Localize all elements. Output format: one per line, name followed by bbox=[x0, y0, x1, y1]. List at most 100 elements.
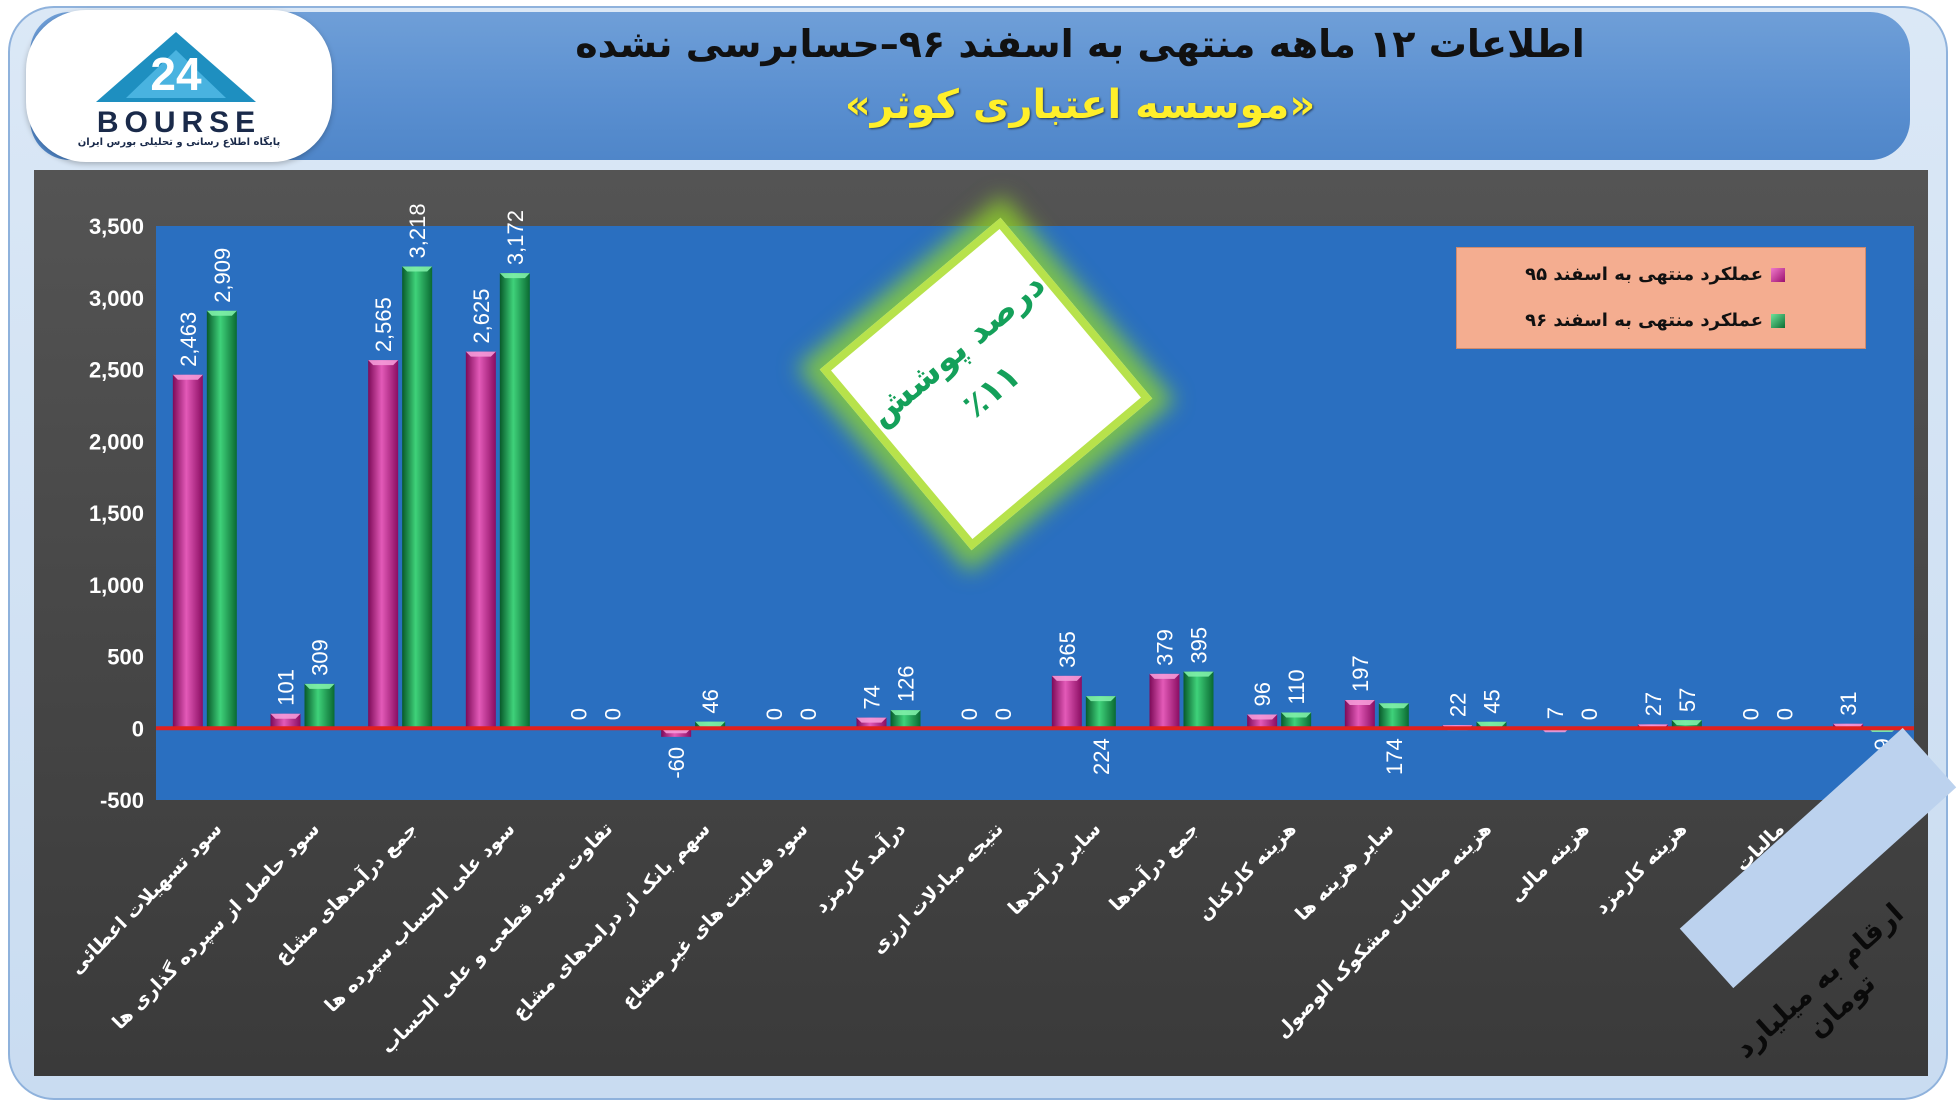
data-label: 46 bbox=[698, 689, 723, 713]
bar-cap bbox=[368, 360, 399, 366]
bar-cap bbox=[1247, 714, 1278, 720]
data-label: 0 bbox=[796, 708, 821, 720]
data-label: 7 bbox=[1543, 707, 1568, 719]
bar-96 bbox=[304, 683, 335, 729]
data-label: 101 bbox=[274, 669, 299, 706]
chart-title: اطلاعات ۱۲ ماهه منتهی به اسفند ۹۶–حسابرس… bbox=[575, 22, 1585, 66]
bar-96 bbox=[1183, 671, 1214, 729]
bar-95 bbox=[1149, 673, 1180, 729]
data-label: -60 bbox=[664, 747, 689, 779]
bar-cap bbox=[1149, 673, 1180, 679]
bar-96 bbox=[206, 310, 237, 729]
data-label: 2,909 bbox=[210, 248, 235, 303]
bar-96 bbox=[1085, 696, 1116, 729]
data-label: 395 bbox=[1187, 627, 1212, 664]
logo-caption: پایگاه اطلاع رسانی و تحلیلی بورس ایران bbox=[77, 137, 281, 148]
data-label: 126 bbox=[894, 665, 919, 702]
header-band bbox=[30, 12, 1910, 160]
y-tick-label: 1,500 bbox=[89, 501, 144, 526]
bourse-logo-icon: 24 BOURSE bbox=[96, 32, 261, 139]
logo-wordmark: BOURSE bbox=[97, 106, 261, 139]
data-label: 0 bbox=[957, 708, 982, 720]
data-label: 2,463 bbox=[176, 312, 201, 367]
y-tick-label: 2,000 bbox=[89, 429, 144, 454]
data-label: 57 bbox=[1675, 688, 1700, 712]
y-tick-label: 1,000 bbox=[89, 573, 144, 598]
bar-cap bbox=[270, 713, 301, 719]
category-label: جمع درآمدها bbox=[1104, 817, 1203, 916]
data-label: 110 bbox=[1284, 669, 1309, 704]
data-label: 0 bbox=[1577, 708, 1602, 720]
bar-cap bbox=[1281, 712, 1312, 718]
bar-95 bbox=[172, 374, 203, 729]
data-label: 0 bbox=[991, 708, 1016, 720]
bar-cap bbox=[890, 710, 921, 716]
bar-cap bbox=[304, 683, 335, 689]
category-label: سایر درآمدها bbox=[1002, 817, 1105, 920]
logo-number: 24 bbox=[150, 48, 202, 100]
bar-cap bbox=[1085, 696, 1116, 702]
category-label: هزینه کارکنان bbox=[1194, 818, 1301, 925]
data-label: 2,625 bbox=[469, 289, 494, 344]
legend: عملکرد منتهی به اسفند ۹۵ عملکرد منتهی به… bbox=[1456, 247, 1866, 349]
data-label: 3,218 bbox=[405, 203, 430, 258]
legend-label-96: عملکرد منتهی به اسفند ۹۶ bbox=[1525, 310, 1763, 331]
bar-cap bbox=[856, 717, 887, 723]
category-label: سایر هزینه ها bbox=[1291, 818, 1398, 925]
bar-cap bbox=[1344, 699, 1375, 705]
bar-96 bbox=[402, 266, 433, 729]
data-label: 0 bbox=[762, 708, 787, 720]
legend-swatch-96 bbox=[1771, 313, 1785, 328]
chart-subtitle: «موسسه اعتباری کوثر» bbox=[844, 82, 1316, 128]
data-label: 96 bbox=[1250, 682, 1275, 706]
category-label: سود علی الحساب سپرده ها bbox=[321, 818, 520, 1017]
data-label: 379 bbox=[1153, 629, 1178, 666]
data-label: 22 bbox=[1446, 693, 1471, 717]
data-label: 2,565 bbox=[371, 297, 396, 352]
data-label: 3,172 bbox=[503, 210, 528, 265]
data-label: 224 bbox=[1089, 738, 1114, 775]
category-label: هزینه کارمزد bbox=[1591, 818, 1692, 919]
legend-item-95: عملکرد منتهی به اسفند ۹۵ bbox=[1525, 264, 1785, 285]
data-label: 0 bbox=[1773, 708, 1798, 720]
y-tick-label: 2,500 bbox=[89, 358, 144, 383]
bar-95 bbox=[1051, 675, 1082, 729]
bar-cap bbox=[206, 310, 237, 316]
category-label: درآمد کارمزد bbox=[809, 816, 910, 917]
data-label: 309 bbox=[308, 639, 333, 676]
category-label: سود حاصل از سپرده گذاری ها bbox=[107, 817, 324, 1034]
bar-cap bbox=[465, 351, 496, 357]
y-tick-label: 500 bbox=[107, 645, 144, 670]
legend-swatch-95 bbox=[1771, 267, 1785, 282]
y-tick-label: 3,000 bbox=[89, 286, 144, 311]
legend-label-95: عملکرد منتهی به اسفند ۹۵ bbox=[1525, 264, 1763, 285]
category-label: هزینه مالی bbox=[1505, 818, 1594, 907]
bar-96 bbox=[499, 273, 530, 729]
bar-cap bbox=[695, 721, 726, 727]
bar-cap bbox=[1183, 671, 1214, 677]
bar-95 bbox=[465, 351, 496, 729]
y-tick-label: -500 bbox=[100, 788, 144, 813]
category-label: هزینه مطالبات مشکوک الوصول bbox=[1271, 818, 1496, 1043]
bar-cap bbox=[499, 273, 530, 279]
bar-cap bbox=[172, 374, 203, 380]
bar-cap bbox=[1476, 721, 1507, 727]
category-label: سود فعالیت های غیر مشاع bbox=[617, 818, 812, 1013]
category-label: سهم بانک از درامدهای مشاع bbox=[508, 818, 714, 1024]
y-tick-label: 3,500 bbox=[89, 214, 144, 239]
data-label: 27 bbox=[1641, 692, 1666, 716]
bar-cap bbox=[1378, 703, 1409, 709]
y-tick-label: 0 bbox=[132, 716, 144, 741]
data-label: 74 bbox=[860, 685, 885, 709]
bar-95 bbox=[368, 360, 399, 729]
data-label: 0 bbox=[601, 708, 626, 720]
legend-item-96: عملکرد منتهی به اسفند ۹۶ bbox=[1525, 310, 1785, 331]
bar-cap bbox=[402, 266, 433, 272]
logo: 24 BOURSE پایگاه اطلاع رسانی و تحلیلی بو… bbox=[26, 10, 332, 162]
data-label: 0 bbox=[567, 708, 592, 720]
data-label: 31 bbox=[1836, 691, 1861, 715]
data-label: 45 bbox=[1480, 689, 1505, 713]
bar-cap bbox=[1051, 675, 1082, 681]
bar-cap bbox=[1671, 720, 1702, 726]
bar-95 bbox=[856, 717, 887, 729]
